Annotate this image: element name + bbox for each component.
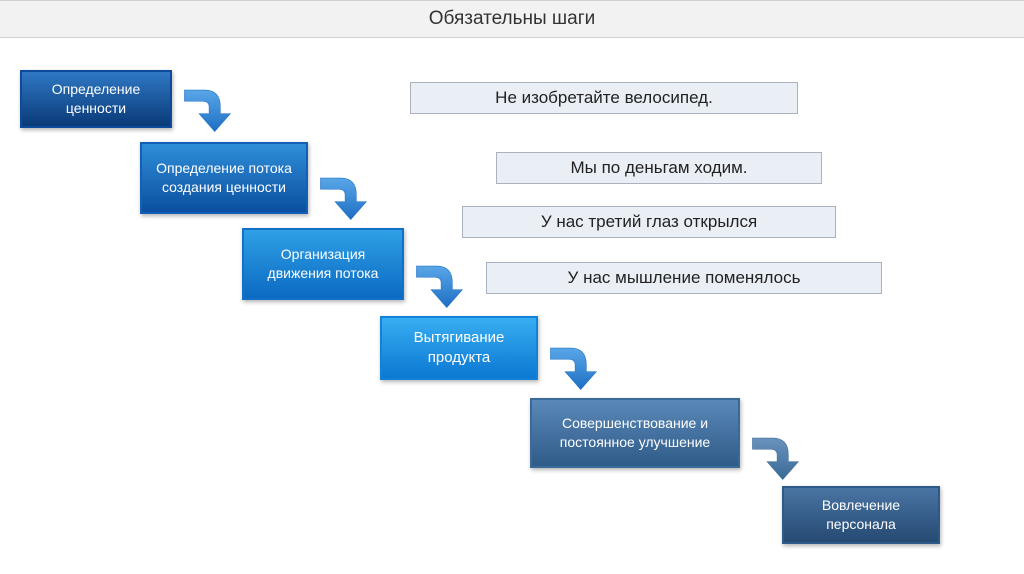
flow-arrow-2	[316, 168, 372, 229]
step-box-6: Вовлечение персонала	[782, 486, 940, 544]
callout-1: Не изобретайте велосипед.	[410, 82, 798, 114]
flow-arrow-4	[546, 338, 602, 399]
step-box-5: Совершенствование и постоянное улучшение	[530, 398, 740, 468]
callout-4: У нас мышление поменялось	[486, 262, 882, 294]
flow-arrow-1	[180, 80, 236, 141]
step-box-2: Определение потока создания ценности	[140, 142, 308, 214]
page-title: Обязательны шаги	[0, 0, 1024, 38]
flow-arrow-5	[748, 428, 804, 489]
callout-2: Мы по деньгам ходим.	[496, 152, 822, 184]
step-box-3: Организация движения потока	[242, 228, 404, 300]
callout-3: У нас третий глаз открылся	[462, 206, 836, 238]
flow-arrow-3	[412, 256, 468, 317]
step-box-4: Вытягивание продукта	[380, 316, 538, 380]
step-box-1: Определение ценности	[20, 70, 172, 128]
